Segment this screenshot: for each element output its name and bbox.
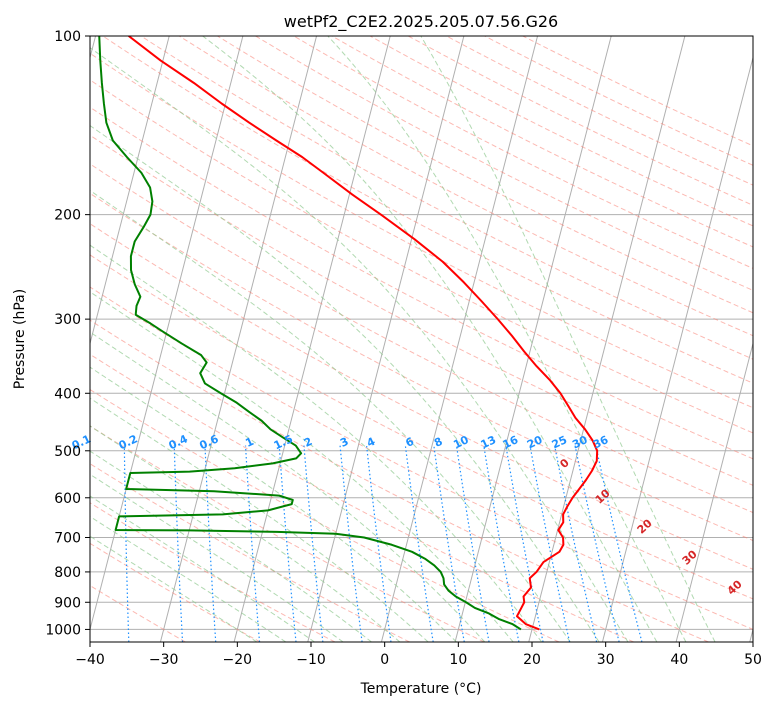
moist-adiabat: [90, 473, 344, 642]
dry-adiabat: [102, 36, 753, 384]
y-axis-label: Pressure (hPa): [12, 289, 28, 389]
plot-background: [90, 36, 753, 642]
dewpoint-trace: [98, 36, 522, 631]
mixing-ratio-line: [244, 445, 261, 642]
mixing-ratio-label: 13: [479, 433, 498, 451]
x-tick-label: −10: [296, 652, 326, 668]
dry-adiabat: [90, 425, 485, 642]
x-tick-label: 50: [744, 652, 762, 668]
mixing-ratio-line: [433, 445, 465, 642]
mixing-ratio-label: 25: [550, 433, 569, 451]
x-tick-label: 10: [449, 652, 467, 668]
x-tick-label: 20: [523, 652, 541, 668]
x-tick-label: 0: [380, 652, 389, 668]
x-tick-label: −30: [149, 652, 179, 668]
isotherm-gridline: [90, 36, 170, 346]
dry-adiabat: [90, 502, 336, 642]
mixing-ratio-line: [529, 445, 571, 642]
mixing-ratio-line: [574, 445, 620, 642]
y-tick-label: 700: [54, 531, 81, 547]
dry-adiabat: [90, 286, 753, 630]
mixing-ratio-line: [173, 445, 184, 642]
mixing-ratio-line: [366, 445, 392, 642]
temperature-trace: [128, 36, 599, 631]
moist-adiabat: [420, 36, 716, 642]
isotherm-gridline: [159, 36, 318, 642]
moist-adiabat: [90, 124, 600, 642]
y-tick-label: 100: [54, 29, 81, 45]
mixing-ratio-line: [505, 445, 544, 642]
moist-adiabat: [90, 291, 514, 642]
moist-adiabat: [90, 425, 401, 642]
mixing-ratio-label: 36: [591, 433, 611, 451]
moist-adiabat: [202, 36, 658, 642]
mixing-ratio-label: 20: [525, 433, 545, 451]
y-tick-label: 400: [54, 386, 81, 402]
mixing-ratio-line: [483, 445, 520, 642]
mixing-ratio-line: [303, 445, 324, 642]
isotherm-gridline: [454, 36, 612, 642]
mixing-ratio-line: [455, 445, 490, 642]
mixing-ratio-line: [123, 445, 130, 642]
moist-adiabat: [90, 189, 571, 642]
y-tick-label: 1000: [45, 622, 81, 638]
moist-adiabat: [90, 495, 315, 642]
dry-adiabat: [90, 79, 753, 434]
x-tick-label: −40: [75, 652, 105, 668]
dry-adiabat: [90, 163, 753, 514]
moist-adiabat: [90, 331, 486, 642]
dry-adiabat: [90, 52, 753, 409]
mixing-ratio-label: 10: [451, 433, 471, 451]
dry-adiabat: [90, 388, 560, 642]
dry-adiabat: [90, 192, 753, 542]
x-axis-label: Temperature (°C): [360, 681, 482, 697]
isotherm-gridline: [380, 36, 539, 642]
sounding-layer: [98, 36, 599, 631]
dry-adiabat: [90, 584, 186, 642]
y-tick-label: 500: [54, 444, 81, 460]
y-axis-ticks: 100 200 300 400 500 600 700 800 900 1000: [45, 29, 90, 638]
x-tick-label: −20: [223, 652, 253, 668]
chart-title: wetPf2_C2E2.2025.205.07.56.G26: [284, 12, 558, 32]
y-tick-label: 900: [54, 595, 81, 611]
moist-adiabat: [90, 450, 372, 642]
mixing-ratio-line: [554, 445, 598, 642]
moist-adiabat: [90, 366, 457, 642]
isotherm-gridline: [90, 36, 244, 632]
y-tick-label: 200: [54, 208, 81, 224]
moist-adiabat: [90, 397, 429, 642]
dry-adiabat: [90, 319, 709, 642]
mixing-ratio-label: 16: [501, 433, 521, 451]
mixing-ratio-line: [595, 445, 643, 642]
dry-adiabat: [90, 223, 753, 570]
x-tick-label: 30: [597, 652, 615, 668]
mixing-ratio-line: [204, 445, 217, 642]
dry-adiabat: [90, 254, 753, 600]
isotherm-gridline: [675, 341, 753, 642]
y-tick-label: 800: [54, 565, 81, 581]
y-tick-label: 300: [54, 312, 81, 328]
x-tick-label: 40: [670, 652, 688, 668]
mixing-ratio-line: [278, 445, 297, 642]
mixing-ratio-line: [339, 445, 363, 642]
moist-adiabat: [90, 47, 629, 642]
plot-frame: [89, 35, 754, 643]
mixing-ratio-label: 30: [570, 433, 590, 451]
isotherm-gridline: [307, 36, 465, 642]
dry-adiabat: [140, 36, 753, 360]
thermo-lines-layer: [90, 36, 753, 642]
mixing-ratio-line: [404, 445, 434, 642]
y-tick-label: 600: [54, 491, 81, 507]
dry-adiabat: [90, 353, 634, 642]
isotherm-gridline: [233, 36, 391, 642]
x-axis-ticks: −40 −30 −20 −10 0 10 20 30 40 50: [75, 642, 762, 668]
